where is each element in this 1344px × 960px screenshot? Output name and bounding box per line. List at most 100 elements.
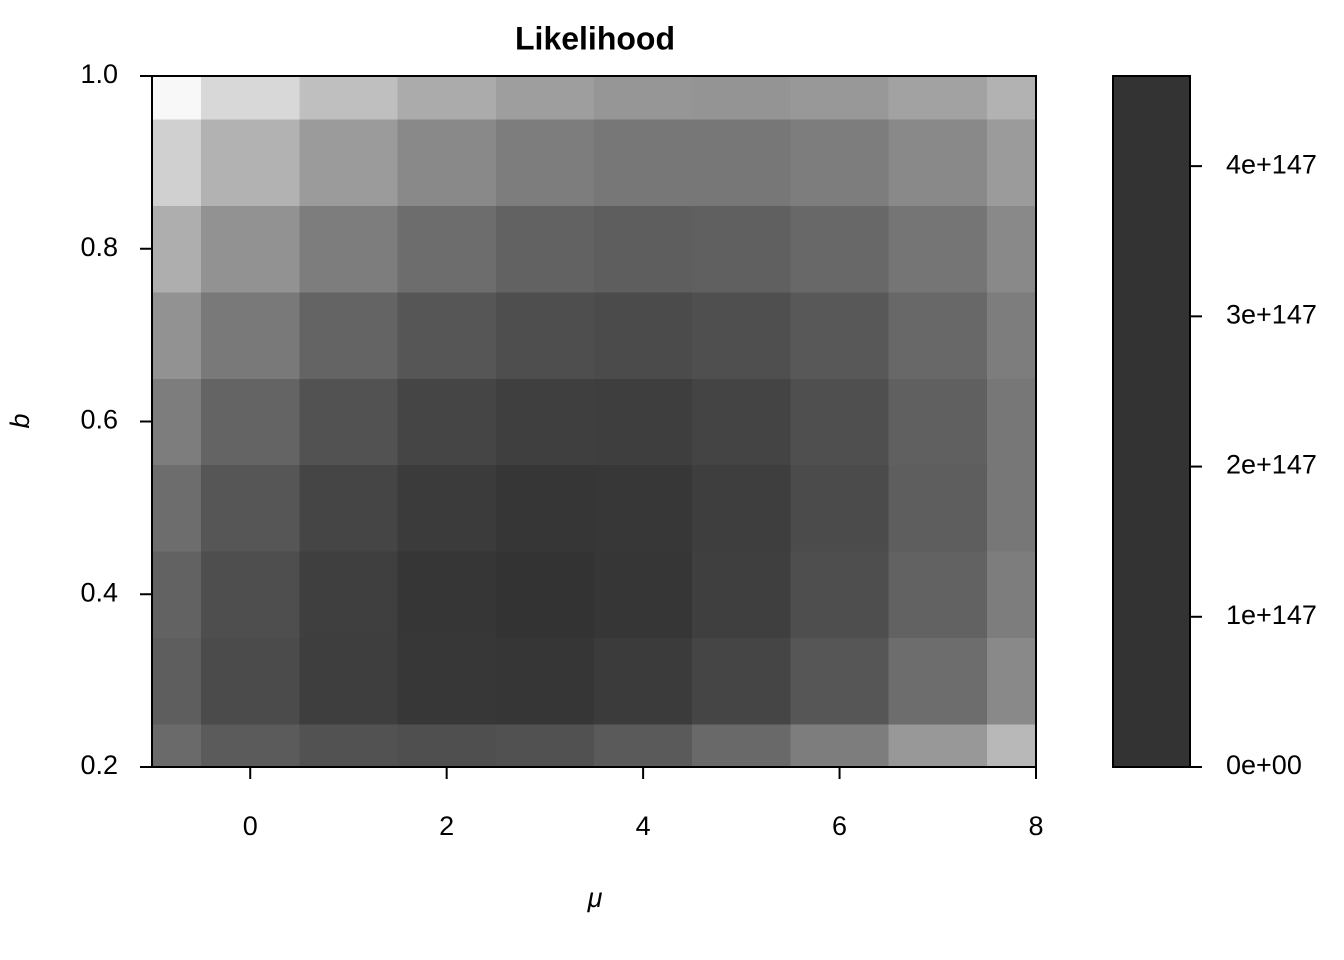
contour-cell [594, 205, 693, 293]
contour-cell [790, 119, 890, 207]
y-tick-label: 0.2 [80, 750, 118, 780]
contour-cell [201, 637, 300, 725]
contour-cell [790, 378, 890, 466]
contour-cell [888, 464, 988, 552]
contour-cell [790, 205, 890, 293]
contour-cell [397, 291, 497, 379]
contour-cell [790, 723, 890, 767]
contour-cell [790, 551, 890, 638]
x-tick-label: 0 [243, 811, 258, 841]
contour-cell [495, 291, 595, 379]
contour-cell [888, 119, 988, 207]
contour-cell [790, 637, 890, 725]
contour-cell [299, 637, 399, 725]
key-tick-label: 3e+147 [1226, 299, 1317, 329]
contour-cell [152, 119, 202, 207]
contour-cell [152, 291, 202, 379]
x-tick-label: 4 [636, 811, 651, 841]
contour-cell [201, 464, 300, 552]
contour-cell [986, 291, 1036, 379]
contour-cell [692, 119, 791, 207]
contour-cell [790, 291, 890, 379]
y-axis-label: b [5, 413, 35, 428]
contour-cell [495, 637, 595, 725]
contour-cell [201, 723, 300, 767]
contour-cell [495, 723, 595, 767]
contour-cell [495, 378, 595, 466]
y-tick-label: 0.6 [80, 405, 118, 435]
contour-area [152, 76, 1036, 767]
contour-cell [594, 119, 693, 207]
contour-cell [152, 205, 202, 293]
contour-cell [152, 723, 202, 767]
contour-cell [152, 551, 202, 638]
key-tick-label: 4e+147 [1226, 149, 1317, 179]
contour-cell [692, 464, 791, 552]
contour-cell [986, 119, 1036, 207]
contour-cell [594, 291, 693, 379]
contour-cell [986, 76, 1036, 120]
contour-cell [888, 637, 988, 725]
contour-cell [692, 76, 791, 120]
contour-cell [888, 551, 988, 638]
contour-cell [397, 76, 497, 120]
contour-cell [888, 291, 988, 379]
y-tick-label: 0.8 [80, 232, 118, 262]
contour-cell [888, 378, 988, 466]
contour-cell [152, 637, 202, 725]
contour-cell [397, 378, 497, 466]
key-tick-label: 0e+00 [1226, 750, 1302, 780]
contour-cell [495, 464, 595, 552]
contour-cell [201, 551, 300, 638]
contour-cell [397, 551, 497, 638]
contour-cell [986, 464, 1036, 552]
contour-cell [692, 291, 791, 379]
contour-cell [152, 464, 202, 552]
contour-cell [152, 378, 202, 466]
x-axis-label: μ [587, 883, 603, 913]
contour-cell [594, 464, 693, 552]
contour-cell [201, 76, 300, 120]
contour-cell [888, 205, 988, 293]
contour-cell [594, 637, 693, 725]
contour-cell [495, 551, 595, 638]
contour-cell [397, 119, 497, 207]
contour-cell [201, 205, 300, 293]
chart-title: Likelihood [515, 20, 675, 56]
contour-cell [986, 378, 1036, 466]
contour-cell [692, 551, 791, 638]
contour-cell [692, 378, 791, 466]
contour-cell [299, 464, 399, 552]
contour-cell [495, 76, 595, 120]
contour-cell [299, 119, 399, 207]
contour-cell [397, 637, 497, 725]
contour-cell [986, 637, 1036, 725]
contour-cell [594, 76, 693, 120]
x-tick-label: 6 [832, 811, 847, 841]
contour-cell [397, 464, 497, 552]
key-tick-label: 2e+147 [1226, 450, 1317, 480]
contour-cell [201, 291, 300, 379]
contour-cell [692, 723, 791, 767]
contour-cell [888, 723, 988, 767]
contour-cell [299, 723, 399, 767]
contour-cell [594, 723, 693, 767]
y-tick-label: 0.4 [80, 577, 118, 607]
contour-cell [299, 378, 399, 466]
contour-cell [397, 723, 497, 767]
contour-cell [692, 637, 791, 725]
contour-cell [790, 76, 890, 120]
contour-cell [495, 205, 595, 293]
key-tick-label: 1e+147 [1226, 600, 1317, 630]
x-tick-label: 2 [439, 811, 454, 841]
contour-cell [986, 551, 1036, 638]
contour-cell [495, 119, 595, 207]
contour-cell [594, 378, 693, 466]
contour-cell [397, 205, 497, 293]
contour-cell [692, 205, 791, 293]
contour-cell [201, 378, 300, 466]
contour-cell [986, 723, 1036, 767]
contour-cell [299, 205, 399, 293]
contour-cell [299, 76, 399, 120]
